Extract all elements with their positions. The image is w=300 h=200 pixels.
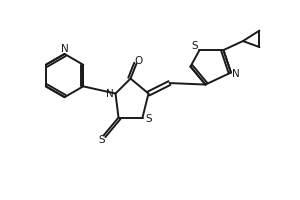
Text: N: N: [232, 69, 240, 79]
Text: N: N: [61, 44, 68, 54]
Text: O: O: [135, 56, 143, 66]
Text: S: S: [192, 41, 198, 51]
Text: N: N: [106, 89, 114, 99]
Text: S: S: [145, 114, 152, 124]
Text: S: S: [99, 135, 105, 145]
